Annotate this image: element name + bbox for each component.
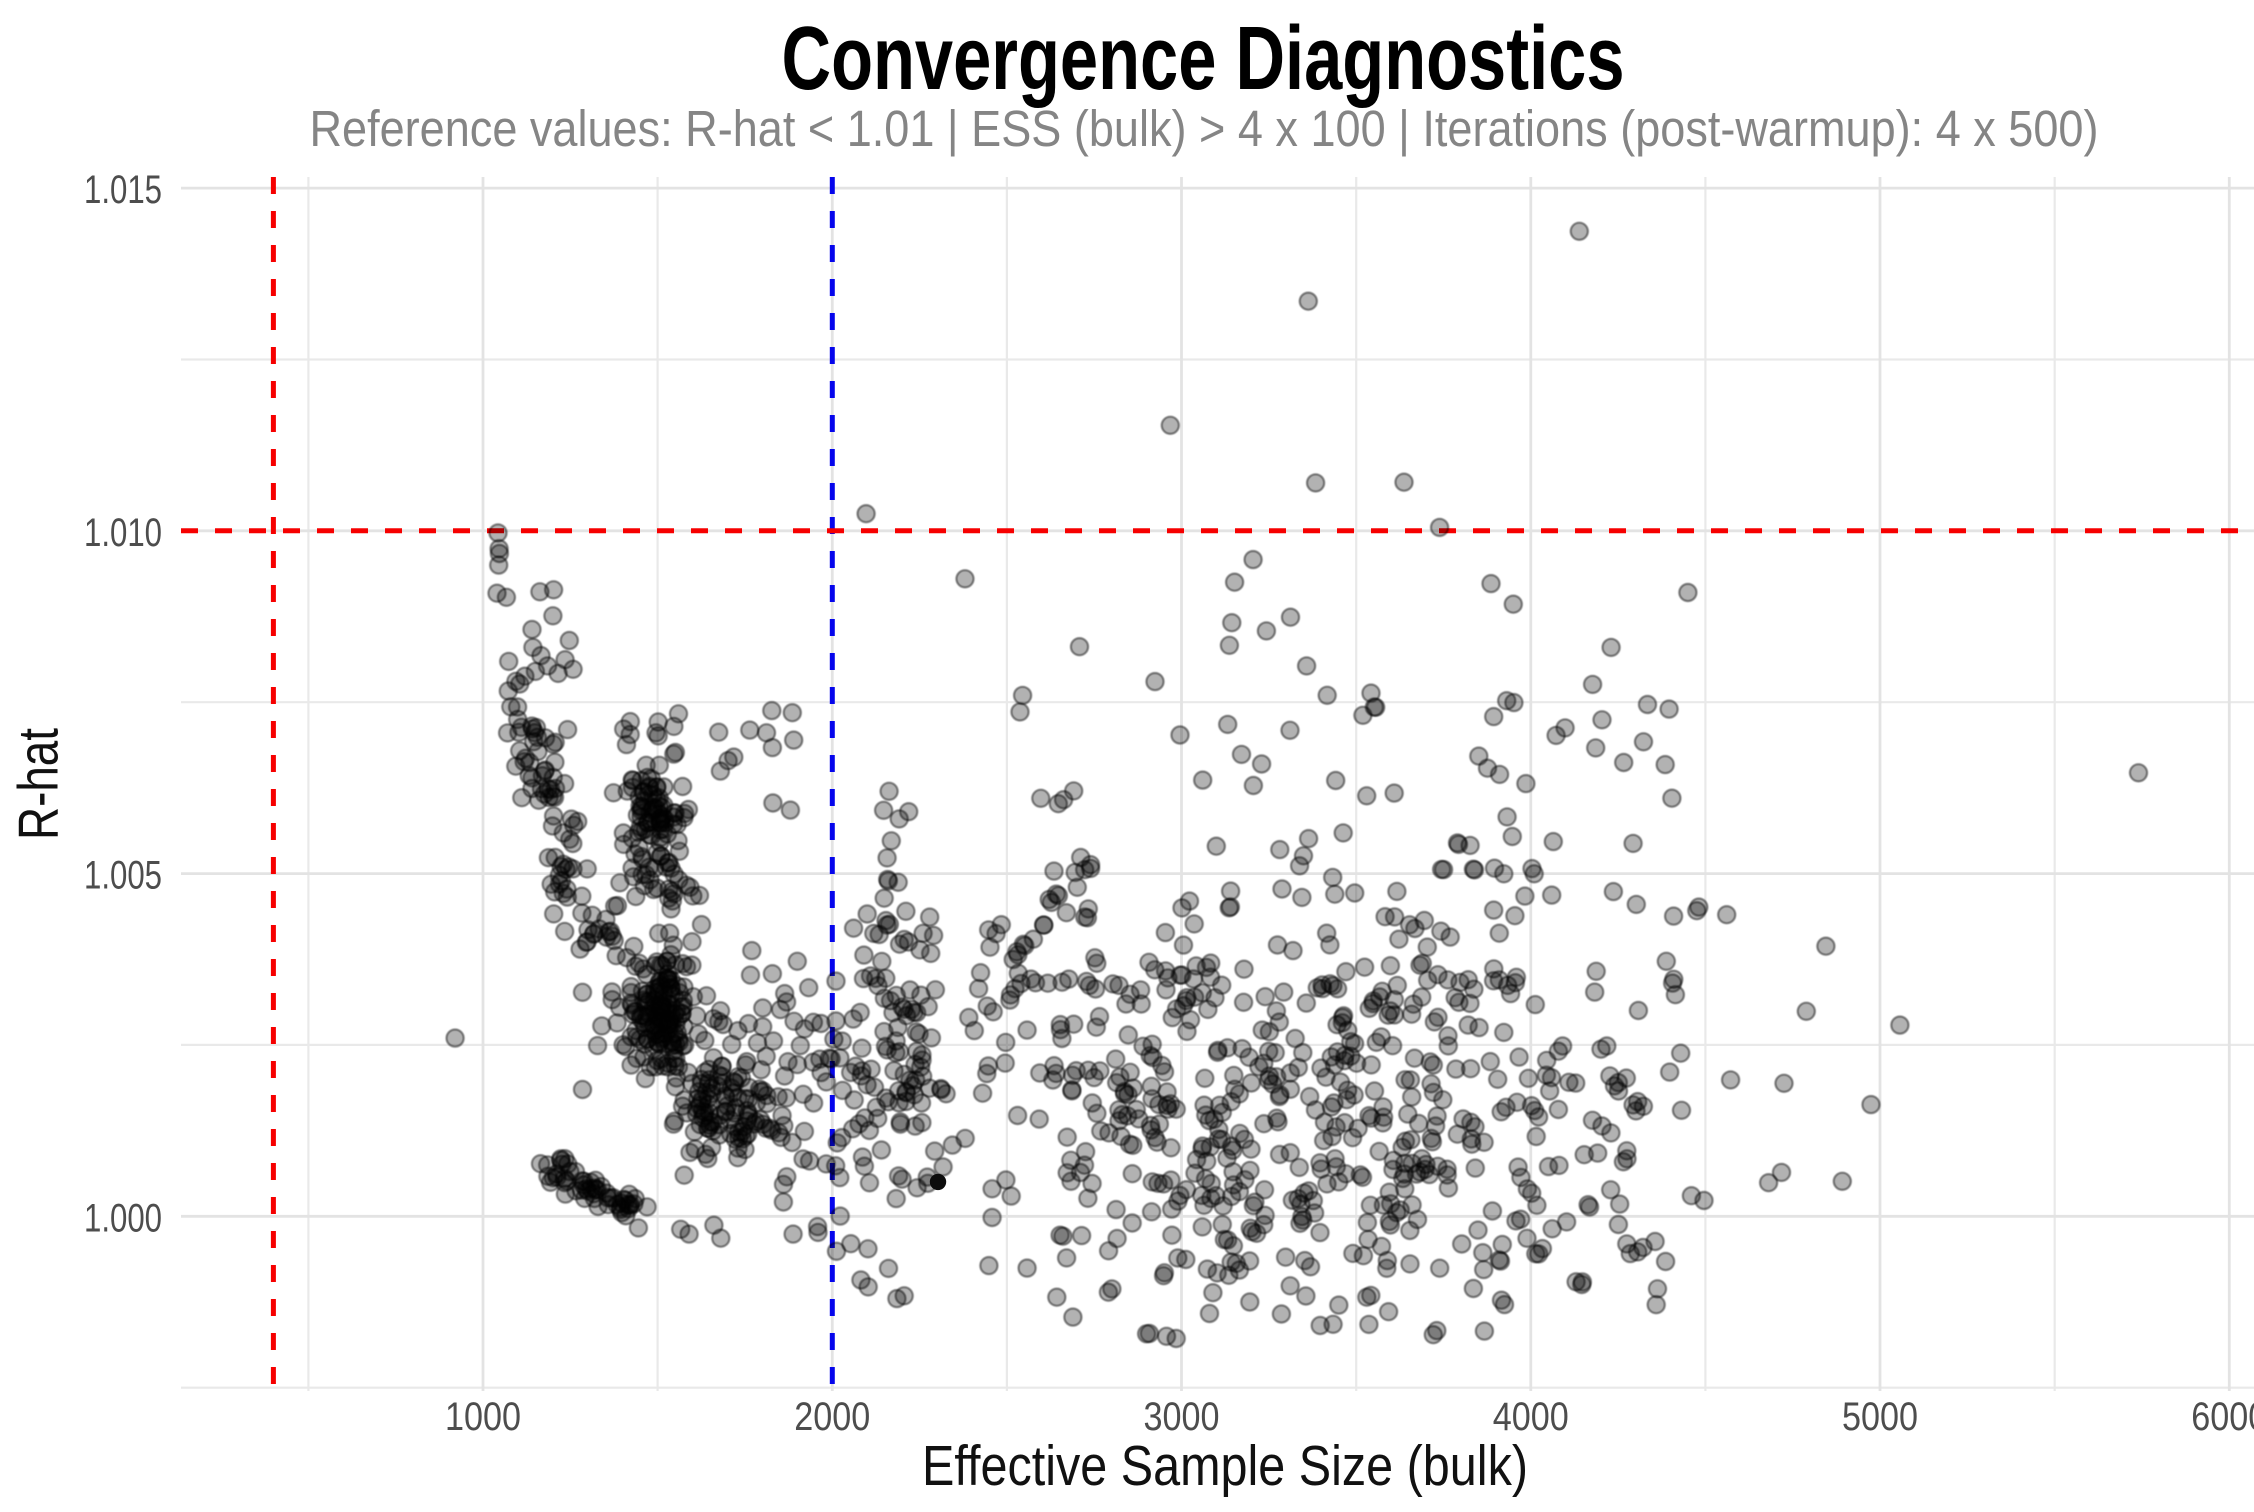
svg-text:5000: 5000 (1842, 1395, 1918, 1439)
svg-text:2000: 2000 (794, 1395, 870, 1439)
svg-text:Reference values: R-hat < 1.01: Reference values: R-hat < 1.01 | ESS (bu… (310, 100, 2099, 157)
svg-text:6000: 6000 (2191, 1395, 2254, 1439)
svg-text:Convergence Diagnostics: Convergence Diagnostics (782, 9, 1625, 109)
svg-text:R-hat: R-hat (7, 728, 71, 840)
svg-text:1.005: 1.005 (84, 854, 162, 898)
svg-text:1000: 1000 (445, 1395, 521, 1439)
svg-text:1.000: 1.000 (84, 1196, 162, 1240)
svg-text:1.015: 1.015 (84, 168, 162, 212)
svg-text:3000: 3000 (1144, 1395, 1220, 1439)
svg-text:1.010: 1.010 (84, 511, 162, 555)
svg-text:4000: 4000 (1493, 1395, 1569, 1439)
svg-text:Effective Sample Size (bulk): Effective Sample Size (bulk) (922, 1434, 1528, 1498)
